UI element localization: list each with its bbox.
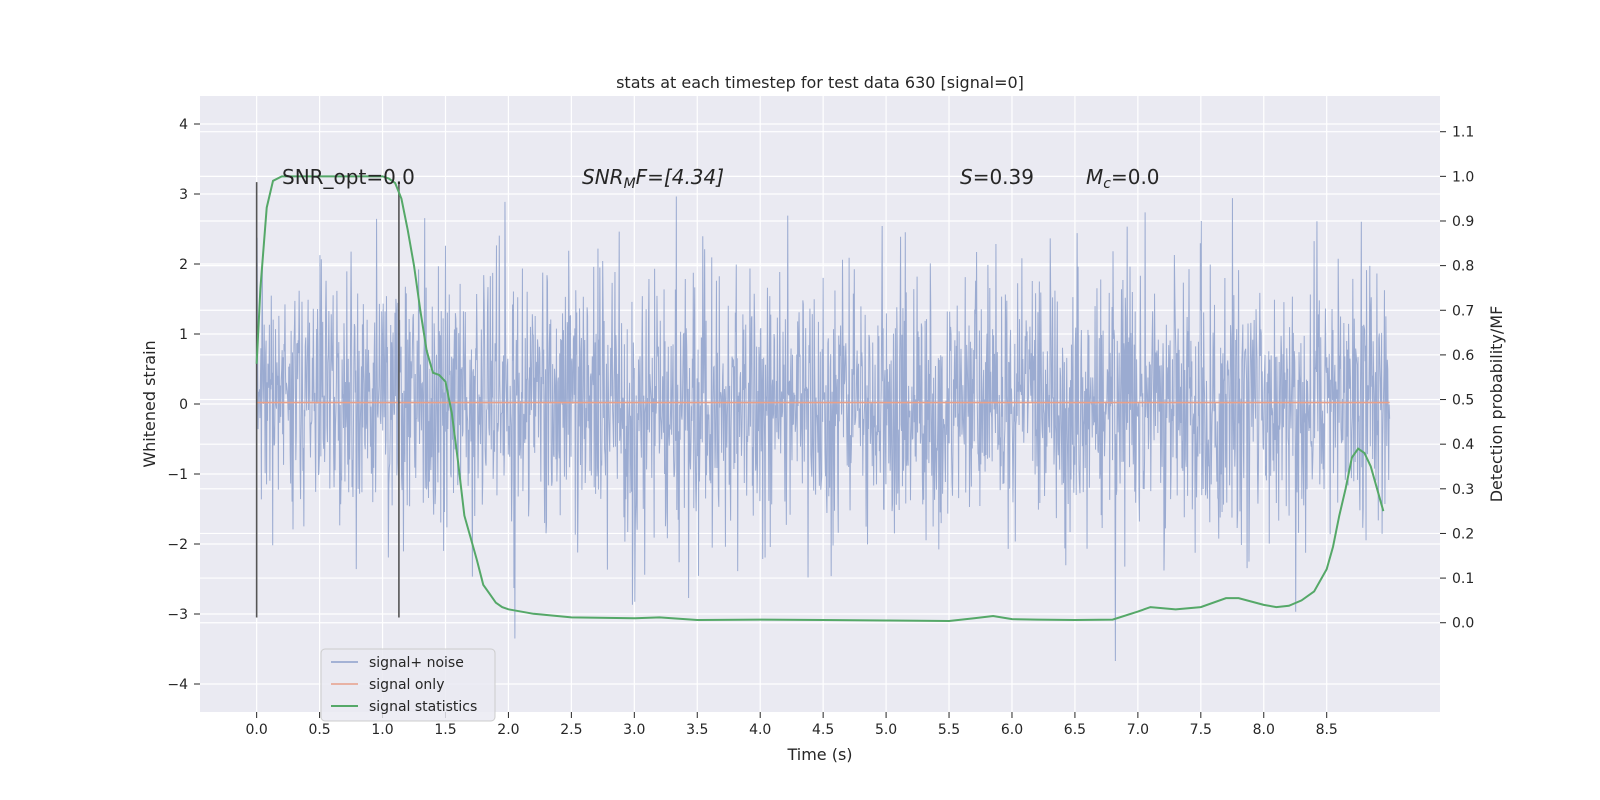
x-tick-label: 3.5 bbox=[686, 722, 708, 738]
y-tick-label-right: 1.0 bbox=[1452, 169, 1474, 185]
y-tick-label-left: −4 bbox=[167, 677, 188, 693]
x-tick-label: 1.5 bbox=[434, 722, 456, 738]
y-tick-label-left: −2 bbox=[167, 537, 188, 553]
y-tick-label-right: 1.1 bbox=[1452, 125, 1474, 141]
y-tick-label-left: 0 bbox=[179, 397, 188, 413]
chart-title: stats at each timestep for test data 630… bbox=[616, 73, 1024, 92]
legend-label-signal-only: signal only bbox=[369, 677, 444, 693]
x-tick-label: 5.0 bbox=[875, 722, 897, 738]
annotation-snr-mf-rest: F=[4.34] bbox=[636, 165, 724, 189]
y-tick-label-right: 0.7 bbox=[1452, 303, 1474, 319]
y-tick-label-right: 0.9 bbox=[1452, 214, 1474, 230]
y-tick-label-right: 0.1 bbox=[1452, 571, 1474, 587]
y-tick-label-right: 0.2 bbox=[1452, 526, 1474, 542]
y-tick-label-right: 0.0 bbox=[1452, 616, 1474, 632]
annotation-s: S=0.39 bbox=[960, 165, 1034, 189]
annotation-s-val: =0.39 bbox=[973, 165, 1034, 189]
annotation-mc-var: M bbox=[1086, 165, 1103, 189]
annotation-snr-opt: SNR_opt=0.0 bbox=[282, 165, 415, 189]
y-tick-label-left: 1 bbox=[179, 327, 188, 343]
x-tick-label: 2.5 bbox=[560, 722, 582, 738]
axis-ticks: 0.0 0.5 1.0 1.5 2.0 2.5 3.0 3.5 4.0 4.5 5.0 5.5 6.0 6… bbox=[167, 117, 1474, 738]
x-tick-label: 3.0 bbox=[623, 722, 645, 738]
series-signal-noise bbox=[256, 196, 1391, 662]
y-tick-label-left: −1 bbox=[167, 467, 188, 483]
x-tick-label: 7.0 bbox=[1127, 722, 1149, 738]
y-tick-label-right: 0.3 bbox=[1452, 482, 1474, 498]
x-tick-label: 5.5 bbox=[938, 722, 960, 738]
x-tick-label: 4.0 bbox=[749, 722, 771, 738]
y-tick-label-left: −3 bbox=[167, 607, 188, 623]
annotation-mc-val: =0.0 bbox=[1111, 165, 1160, 189]
y-tick-label-left: 3 bbox=[179, 187, 188, 203]
annotation-snr-mf: SNRMF=[4.34] bbox=[582, 165, 724, 192]
x-axis-label: Time (s) bbox=[786, 745, 852, 764]
y-tick-label-left: 2 bbox=[179, 257, 188, 273]
x-tick-label: 8.0 bbox=[1253, 722, 1275, 738]
x-tick-label: 4.5 bbox=[812, 722, 834, 738]
legend-label-signal-noise: signal+ noise bbox=[369, 655, 464, 671]
x-tick-label: 6.0 bbox=[1001, 722, 1023, 738]
x-tick-label: 1.0 bbox=[371, 722, 393, 738]
series-layer bbox=[255, 175, 1391, 662]
series-signal-statistics bbox=[255, 175, 1385, 622]
y-tick-label-right: 0.4 bbox=[1452, 437, 1474, 453]
x-tick-label: 7.5 bbox=[1190, 722, 1212, 738]
annotation-snr-mf-prefix: SNR bbox=[582, 165, 624, 189]
annotation-snr-mf-sub: M bbox=[624, 176, 636, 192]
x-tick-label: 6.5 bbox=[1064, 722, 1086, 738]
annotation-s-var: S bbox=[960, 165, 973, 189]
y-tick-label-right: 0.6 bbox=[1452, 348, 1474, 364]
x-tick-label: 8.5 bbox=[1316, 722, 1338, 738]
annotation-mc: Mc=0.0 bbox=[1086, 165, 1160, 192]
y-tick-label-right: 0.5 bbox=[1452, 393, 1474, 409]
legend-box bbox=[320, 648, 496, 722]
annotation-mc-sub: c bbox=[1103, 176, 1111, 192]
y-axis-label-left: Whitened strain bbox=[140, 340, 159, 467]
legend: signal+ noise signal only signal statist… bbox=[320, 648, 496, 722]
y-tick-label-right: 0.8 bbox=[1452, 259, 1474, 275]
x-tick-label: 0.5 bbox=[308, 722, 330, 738]
x-tick-label: 0.0 bbox=[246, 722, 268, 738]
x-tick-label: 2.0 bbox=[497, 722, 519, 738]
y-axis-label-right: Detection probability/MF bbox=[1487, 306, 1506, 503]
legend-label-signal-statistics: signal statistics bbox=[369, 699, 477, 715]
y-tick-label-left: 4 bbox=[179, 117, 188, 133]
